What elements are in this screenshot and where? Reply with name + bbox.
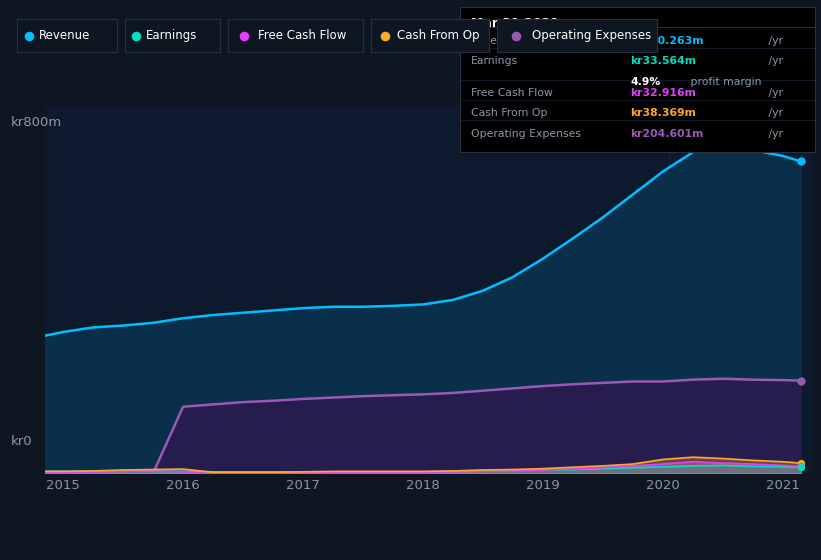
Text: Revenue: Revenue xyxy=(470,36,518,46)
Text: Cash From Op: Cash From Op xyxy=(470,109,547,119)
Text: kr204.601m: kr204.601m xyxy=(631,129,704,139)
Point xyxy=(794,462,807,471)
Text: Cash From Op: Cash From Op xyxy=(397,29,479,42)
Point xyxy=(22,31,35,40)
Point xyxy=(237,31,250,40)
Text: kr680.263m: kr680.263m xyxy=(631,36,704,46)
Text: /yr: /yr xyxy=(765,36,783,46)
Text: Operating Expenses: Operating Expenses xyxy=(470,129,580,139)
Text: Operating Expenses: Operating Expenses xyxy=(532,29,651,42)
Point xyxy=(794,157,807,166)
Point xyxy=(378,31,392,40)
Text: profit margin: profit margin xyxy=(687,77,762,87)
Text: kr38.369m: kr38.369m xyxy=(631,109,696,119)
Text: Mar 31 2021: Mar 31 2021 xyxy=(470,17,559,30)
Point xyxy=(510,31,523,40)
Text: Earnings: Earnings xyxy=(146,29,197,42)
Point xyxy=(794,463,807,472)
Text: kr800m: kr800m xyxy=(11,116,62,129)
Point xyxy=(794,376,807,385)
Text: Earnings: Earnings xyxy=(470,57,518,66)
Text: /yr: /yr xyxy=(765,57,783,66)
Point xyxy=(130,31,143,40)
Text: /yr: /yr xyxy=(765,88,783,98)
Text: /yr: /yr xyxy=(765,109,783,119)
Text: Free Cash Flow: Free Cash Flow xyxy=(258,29,346,42)
Text: kr0: kr0 xyxy=(11,435,32,448)
Text: Free Cash Flow: Free Cash Flow xyxy=(470,88,553,98)
Text: 4.9%: 4.9% xyxy=(631,77,661,87)
Text: kr32.916m: kr32.916m xyxy=(631,88,696,98)
Text: Revenue: Revenue xyxy=(39,29,90,42)
Text: kr33.564m: kr33.564m xyxy=(631,57,696,66)
Point xyxy=(794,459,807,468)
Text: /yr: /yr xyxy=(765,129,783,139)
